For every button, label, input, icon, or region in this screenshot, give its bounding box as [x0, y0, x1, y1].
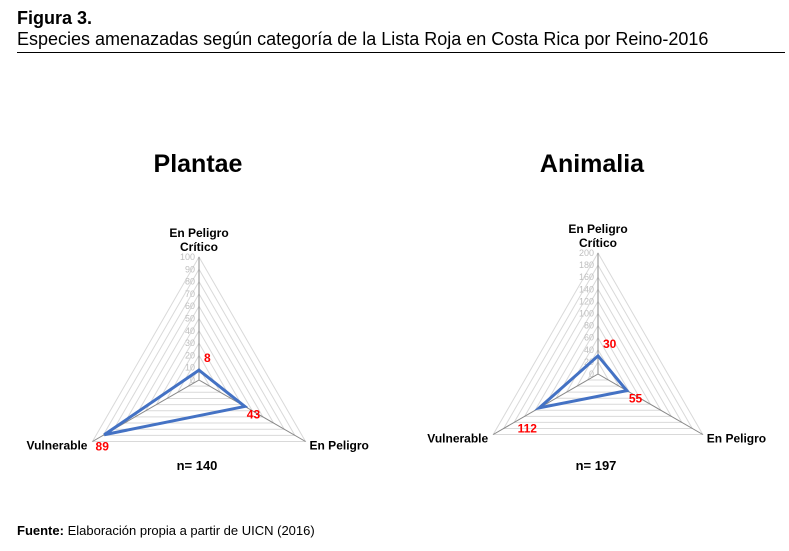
tick-label: 200 [579, 248, 594, 258]
tick-label: 80 [185, 277, 195, 287]
tick-label: 80 [584, 321, 594, 331]
grid-ring [187, 366, 211, 387]
tick-label: 20 [185, 350, 195, 360]
axis-label-en-peligro-critico-2: Crítico [579, 236, 617, 250]
tick-label: 140 [579, 284, 594, 294]
grid-ring [166, 342, 232, 399]
tick-label: 100 [579, 309, 594, 319]
axis-label-en-peligro-critico-2: Crítico [180, 240, 218, 254]
grid-ring [123, 292, 275, 424]
tick-label: 30 [185, 338, 195, 348]
grid-ring [176, 354, 222, 393]
figure-header: Figura 3. Especies amenazadas según cate… [17, 8, 785, 53]
tick-label: 0 [190, 375, 195, 385]
data-label: 30 [603, 337, 617, 351]
axis-label-en-peligro: En Peligro [707, 432, 766, 446]
source-note: Fuente: Elaboración propia a partir de U… [17, 523, 315, 538]
grid-ring [102, 268, 296, 436]
grid-ring [492, 251, 704, 435]
grid-ring [555, 324, 641, 399]
grid-ring [144, 317, 254, 412]
grid-ring [534, 300, 662, 411]
data-label: 43 [247, 407, 261, 421]
sample-size-note: n= 140 [177, 458, 218, 473]
tick-label: 50 [185, 314, 195, 324]
tick-label: 90 [185, 264, 195, 274]
grid-ring [544, 312, 652, 405]
grid-ring [586, 360, 610, 381]
grid-ring [91, 255, 307, 442]
figure-label: Figura 3. [17, 8, 93, 28]
grid-ring [112, 280, 286, 430]
data-label: 112 [518, 422, 538, 436]
source-text: Elaboración propia a partir de UICN (201… [63, 523, 315, 538]
tick-label: 10 [185, 363, 195, 373]
tick-label: 180 [579, 260, 594, 270]
data-label: 89 [96, 440, 110, 454]
axis-line [597, 373, 704, 435]
grid-ring [155, 329, 243, 406]
grid-ring [502, 264, 694, 429]
tick-label: 40 [185, 326, 195, 336]
axis-label-en-peligro-critico: En Peligro [568, 222, 627, 236]
axis-label-en-peligro-critico: En Peligro [169, 226, 228, 240]
tick-label: 120 [579, 296, 594, 306]
figure-title: Especies amenazadas según categoría de l… [17, 29, 709, 49]
sample-size-note: n= 197 [576, 458, 617, 473]
data-series-line [103, 368, 249, 437]
data-label: 55 [629, 392, 643, 406]
chart-title: Plantae [154, 150, 243, 178]
tick-label: 160 [579, 272, 594, 282]
axis-line [198, 379, 306, 442]
grid-ring [523, 288, 673, 417]
axis-label-vulnerable: Vulnerable [427, 432, 488, 446]
axis-label-vulnerable: Vulnerable [27, 439, 88, 453]
axis-label-en-peligro: En Peligro [310, 439, 369, 453]
tick-label: 100 [180, 252, 195, 262]
tick-label: 40 [584, 345, 594, 355]
tick-label: 60 [185, 301, 195, 311]
tick-label: 60 [584, 333, 594, 343]
chart-title: Animalia [540, 150, 645, 178]
data-label: 8 [204, 351, 211, 365]
grid-ring [565, 336, 631, 393]
data-series-line [534, 353, 630, 411]
source-label: Fuente: [17, 523, 64, 538]
grid-ring [513, 276, 683, 423]
tick-label: 0 [589, 369, 594, 379]
tick-label: 70 [185, 289, 195, 299]
